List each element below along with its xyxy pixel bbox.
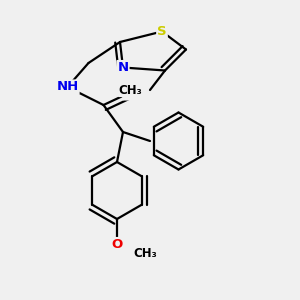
Text: CH₃: CH₃ — [119, 83, 142, 97]
Text: N: N — [117, 61, 129, 74]
Text: NH: NH — [56, 80, 79, 94]
Text: O: O — [111, 238, 123, 251]
Text: CH₃: CH₃ — [134, 247, 157, 260]
Text: S: S — [157, 25, 167, 38]
Text: O: O — [123, 86, 135, 100]
